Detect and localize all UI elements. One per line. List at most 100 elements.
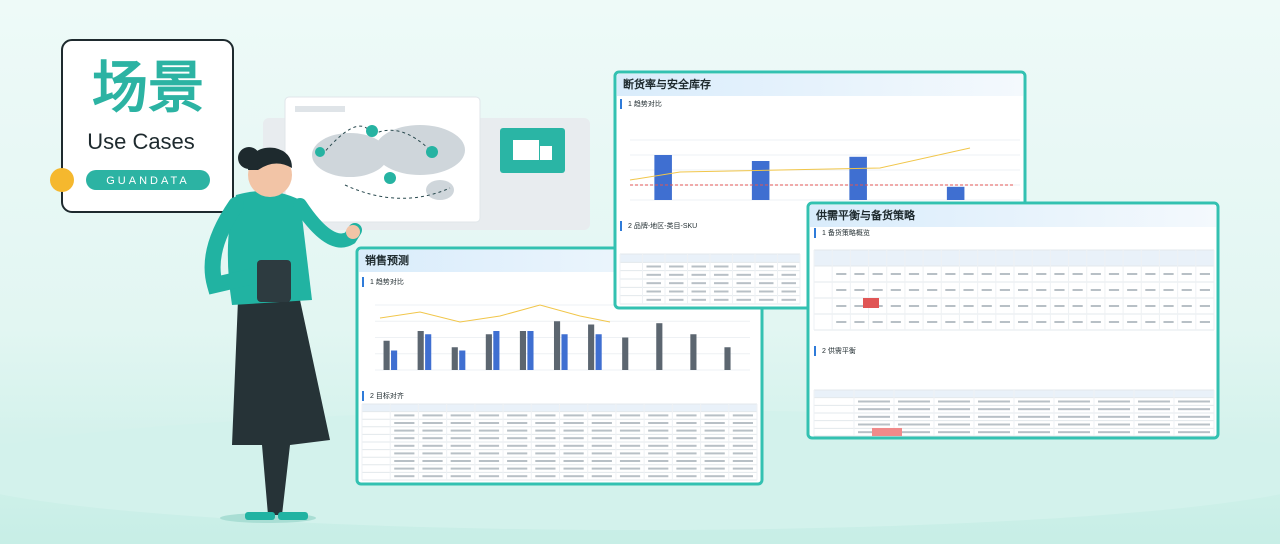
table-cell-text xyxy=(927,273,938,275)
table-cell-text xyxy=(736,290,751,293)
table-cell-text xyxy=(963,273,974,275)
table-cell-text xyxy=(1018,273,1029,275)
table-cell-text xyxy=(759,282,774,285)
table-cell-text xyxy=(648,460,669,462)
section-marker xyxy=(362,277,364,287)
table-cell-text xyxy=(535,452,556,455)
table-cell-text xyxy=(854,321,865,323)
card-header xyxy=(617,74,1023,96)
table-cell-text xyxy=(535,422,556,424)
table-cell-text xyxy=(1108,305,1120,307)
table-cell-text xyxy=(648,414,669,417)
table-cell-text xyxy=(450,422,471,424)
table-cell-text xyxy=(1138,423,1170,426)
table-cell-text xyxy=(1058,400,1090,403)
table-cell-text xyxy=(691,265,706,268)
table-cell-text xyxy=(1127,273,1138,275)
table-cell-text xyxy=(854,305,865,307)
table-cell-text xyxy=(732,444,753,447)
table-cell-text xyxy=(394,460,415,462)
table-cell-text xyxy=(1090,305,1101,307)
table-cell-text xyxy=(978,423,1010,426)
table-cell-text xyxy=(619,422,641,424)
table-cell-text xyxy=(676,429,697,432)
table-cell-text xyxy=(394,444,415,447)
section-title: 2 供需平衡 xyxy=(822,346,856,355)
table-cell-text xyxy=(507,460,528,462)
table-cell-text xyxy=(478,475,500,478)
table-cell-text xyxy=(535,414,556,417)
table-cell-text xyxy=(507,452,528,455)
table-cell-text xyxy=(963,305,974,307)
table-cell-text xyxy=(836,305,847,307)
table-cell-text xyxy=(691,282,706,285)
table-cell-text xyxy=(781,273,796,276)
table-cell-text xyxy=(999,273,1010,275)
table-cell-text xyxy=(507,467,528,470)
table-cell-text xyxy=(1127,321,1138,323)
table-cell-text xyxy=(781,282,796,285)
table-cell-text xyxy=(450,414,471,417)
chart-bar xyxy=(391,350,398,370)
table-cell-text xyxy=(714,273,729,276)
chart-bar xyxy=(561,334,568,370)
table-cell-text xyxy=(394,422,415,424)
table-cell-text xyxy=(945,305,956,307)
section-marker xyxy=(620,221,622,231)
section-marker xyxy=(814,228,816,238)
table-cell-text xyxy=(927,321,938,323)
table-cell-text xyxy=(1054,321,1065,323)
table-cell-text xyxy=(714,282,729,285)
table-cell-text xyxy=(646,265,661,268)
table-cell-text xyxy=(908,289,920,291)
presenter xyxy=(204,147,362,523)
table-cell-text xyxy=(759,290,774,293)
table-cell-text xyxy=(732,475,753,478)
table-cell-text xyxy=(1199,305,1210,307)
table-cell-text xyxy=(563,422,584,424)
table-cell-text xyxy=(563,460,584,462)
badge-title: 场景 xyxy=(92,56,204,119)
table-cell-text xyxy=(1127,305,1138,307)
table-cell-text xyxy=(648,422,669,424)
table-cell-text xyxy=(1178,431,1210,434)
table-cell-text xyxy=(1018,415,1050,418)
table-cell-text xyxy=(938,400,970,403)
truck-cab xyxy=(540,146,552,160)
table-cell-text xyxy=(669,273,684,276)
table-cell-text xyxy=(1199,273,1210,275)
table-cell-text xyxy=(450,444,471,447)
table-cell-text xyxy=(507,444,528,447)
table-cell-text xyxy=(394,475,415,478)
table-cell-text xyxy=(619,444,641,447)
table-cell-text xyxy=(394,467,415,470)
table-cell-text xyxy=(898,408,930,411)
table-cell-text xyxy=(704,429,725,432)
chart-bar xyxy=(595,334,602,370)
table-cell-text xyxy=(1018,321,1029,323)
table-cell-text xyxy=(704,467,725,470)
table-cell-text xyxy=(691,290,706,293)
table-cell-text xyxy=(714,290,729,293)
table-cell-text xyxy=(478,467,500,470)
table-cell-text xyxy=(945,321,956,323)
table-cell-text xyxy=(507,414,528,417)
table-cell-text xyxy=(890,273,901,275)
table-cell-text xyxy=(938,431,970,434)
table-cell-text xyxy=(1058,415,1090,418)
table-cell-text xyxy=(535,467,556,470)
chart-bar xyxy=(656,323,663,370)
table-cell-text xyxy=(619,429,641,432)
table-cell-text xyxy=(908,273,920,275)
table-cell-text xyxy=(858,423,890,426)
table-cell-text xyxy=(676,437,697,440)
table-cell-text xyxy=(422,422,443,424)
section-marker xyxy=(814,346,816,356)
table-cell-text xyxy=(1178,400,1210,403)
table-cell-text xyxy=(669,290,684,293)
table-cell-text xyxy=(669,298,684,301)
table-cell-text xyxy=(1178,408,1210,411)
chart-line xyxy=(629,147,971,181)
route xyxy=(321,125,451,199)
